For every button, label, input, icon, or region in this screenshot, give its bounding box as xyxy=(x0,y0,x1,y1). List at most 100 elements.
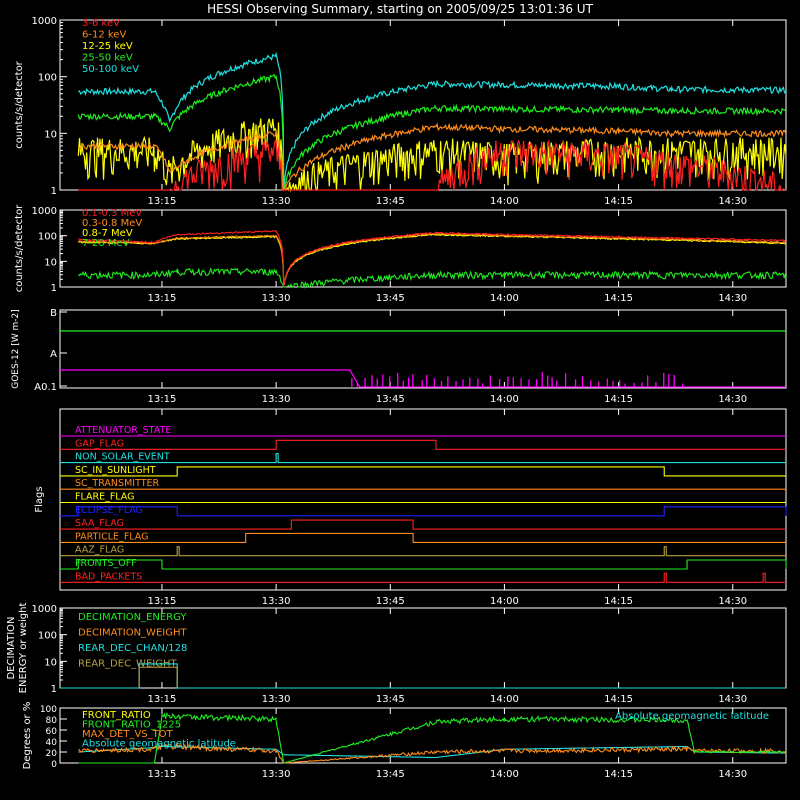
series-line-rear-dec-weight xyxy=(138,666,178,688)
flag-trace xyxy=(60,466,786,477)
flag-trace xyxy=(60,519,786,530)
x-tick-label: 14:30 xyxy=(718,596,747,607)
x-tick-label: 14:15 xyxy=(604,694,633,705)
legend-entry: 0.8-7 MeV xyxy=(82,228,133,239)
flag-label: BAD_PACKETS xyxy=(75,571,142,582)
legend-entry: 25-50 keV xyxy=(82,53,133,64)
y-axis-label: Flags xyxy=(34,486,45,512)
flag-trace xyxy=(60,559,787,570)
y-tick-label: 1 xyxy=(51,283,57,294)
flag-label: PARTICLE_FLAG xyxy=(75,531,148,542)
x-tick-label: 14:15 xyxy=(604,769,633,780)
y-tick-label: 10 xyxy=(44,257,57,268)
x-tick-label: 14:00 xyxy=(490,769,519,780)
x-tick-label: 14:30 xyxy=(718,293,747,304)
series-line-0-1-0-3-mev xyxy=(78,229,786,288)
y-axis-label: counts/s/detector xyxy=(14,204,25,292)
x-tick-label: 13:30 xyxy=(262,196,291,207)
series-line-7-20-mev xyxy=(77,267,786,290)
y-tick-label: 100 xyxy=(38,73,57,84)
x-tick-label: 13:15 xyxy=(148,596,177,607)
chart-title: HESSI Observing Summary, starting on 200… xyxy=(207,2,593,16)
x-tick-label: 14:15 xyxy=(604,293,633,304)
x-tick-label: 13:30 xyxy=(262,596,291,607)
legend-entry: 7-20 MeV xyxy=(82,238,130,249)
x-tick-label: 13:45 xyxy=(376,769,405,780)
x-tick-label: 14:30 xyxy=(718,196,747,207)
legend-entry: FRONT_RATIO xyxy=(82,710,151,721)
x-tick-label: 14:30 xyxy=(718,769,747,780)
series-line-12-25-kev xyxy=(77,118,787,193)
flag-label: GAP_FLAG xyxy=(75,438,124,449)
legend-entry: FRONT_RATIO_1225 xyxy=(82,720,181,731)
y-tick-label: 1000 xyxy=(32,16,57,27)
x-tick-label: 14:00 xyxy=(490,596,519,607)
flag-label: SC_TRANSMITTER xyxy=(75,478,160,489)
legend-entry: 0.3-0.8 MeV xyxy=(82,218,142,229)
y-tick-label: 10 xyxy=(44,657,57,668)
y-axis-label: DECIMATION xyxy=(6,616,17,679)
series-line-0-3-0-8-mev xyxy=(78,232,786,288)
y-tick-label: A xyxy=(50,349,57,360)
x-tick-label: 14:30 xyxy=(718,394,747,405)
series-line-0-8-7-mev xyxy=(78,233,786,288)
series-line-50-100-kev xyxy=(78,51,787,191)
legend-entry: 12-25 keV xyxy=(82,41,133,52)
x-tick-label: 14:00 xyxy=(490,394,519,405)
x-tick-label: 13:15 xyxy=(148,293,177,304)
y-tick-label: 40 xyxy=(46,738,58,748)
x-tick-label: 13:45 xyxy=(376,394,405,405)
flag-label: ATTENUATOR_STATE xyxy=(75,425,171,436)
x-tick-label: 13:30 xyxy=(262,293,291,304)
flag-trace xyxy=(60,532,786,543)
x-tick-label: 14:15 xyxy=(604,596,633,607)
annotation-geomagnetic-latitude: Absolute geomagnetic latitude xyxy=(615,711,769,722)
y-tick-label: A0.1 xyxy=(34,382,57,393)
flag-label: ECLIPSE_FLAG xyxy=(75,505,143,516)
x-tick-label: 13:15 xyxy=(148,196,177,207)
y-tick-label: 10 xyxy=(44,129,57,140)
y-tick-label: 100 xyxy=(38,232,57,243)
x-tick-label: 14:00 xyxy=(490,694,519,705)
series-line-goes-short xyxy=(60,369,786,388)
flag-trace xyxy=(60,546,786,557)
y-tick-label: 1 xyxy=(51,684,57,695)
x-tick-label: 14:30 xyxy=(718,694,747,705)
flag-trace xyxy=(60,572,786,583)
flag-label: SC_IN_SUNLIGHT xyxy=(75,465,156,476)
y-tick-label: 1 xyxy=(51,186,57,197)
y-axis-label: counts/s/detector xyxy=(14,60,25,148)
legend-entry: REAR_DEC_CHAN/128 xyxy=(78,643,187,654)
y-tick-label: 20 xyxy=(46,749,58,759)
series-line-6-12-kev xyxy=(77,122,787,192)
x-tick-label: 13:30 xyxy=(262,769,291,780)
x-tick-label: 13:30 xyxy=(262,694,291,705)
y-axis-label: ENERGY or weight xyxy=(18,603,29,694)
series-line-25-50-kev xyxy=(77,73,786,191)
series-line-front-ratio-1225 xyxy=(78,712,787,764)
y-tick-label: 80 xyxy=(46,716,58,726)
legend-entry: 50-100 keV xyxy=(82,64,139,75)
x-tick-label: 13:15 xyxy=(148,694,177,705)
legend-entry: REAR_DEC_WEIGHT xyxy=(78,659,177,670)
y-tick-label: 100 xyxy=(40,705,57,715)
x-tick-label: 13:45 xyxy=(376,694,405,705)
panel-frame-3 xyxy=(59,309,787,389)
x-tick-label: 13:45 xyxy=(376,196,405,207)
x-tick-label: 14:00 xyxy=(490,196,519,207)
legend-entry: MAX_DET_VS_TOT xyxy=(82,729,174,740)
y-tick-label: 1000 xyxy=(32,206,57,217)
x-tick-label: 13:15 xyxy=(148,769,177,780)
flag-trace xyxy=(60,453,786,464)
y-tick-label: B xyxy=(50,308,57,319)
x-tick-label: 13:45 xyxy=(376,596,405,607)
y-tick-label: 100 xyxy=(38,631,57,642)
legend-entry: DECIMATION_WEIGHT xyxy=(78,628,187,639)
legend-entry: DECIMATION_ENERGY xyxy=(78,612,187,623)
series-line-3-6-kev xyxy=(78,139,787,191)
flag-label: FLARE_FLAG xyxy=(75,492,135,503)
x-tick-label: 13:15 xyxy=(148,394,177,405)
legend-entry: 3-6 keV xyxy=(82,18,120,29)
flag-trace xyxy=(60,439,786,450)
